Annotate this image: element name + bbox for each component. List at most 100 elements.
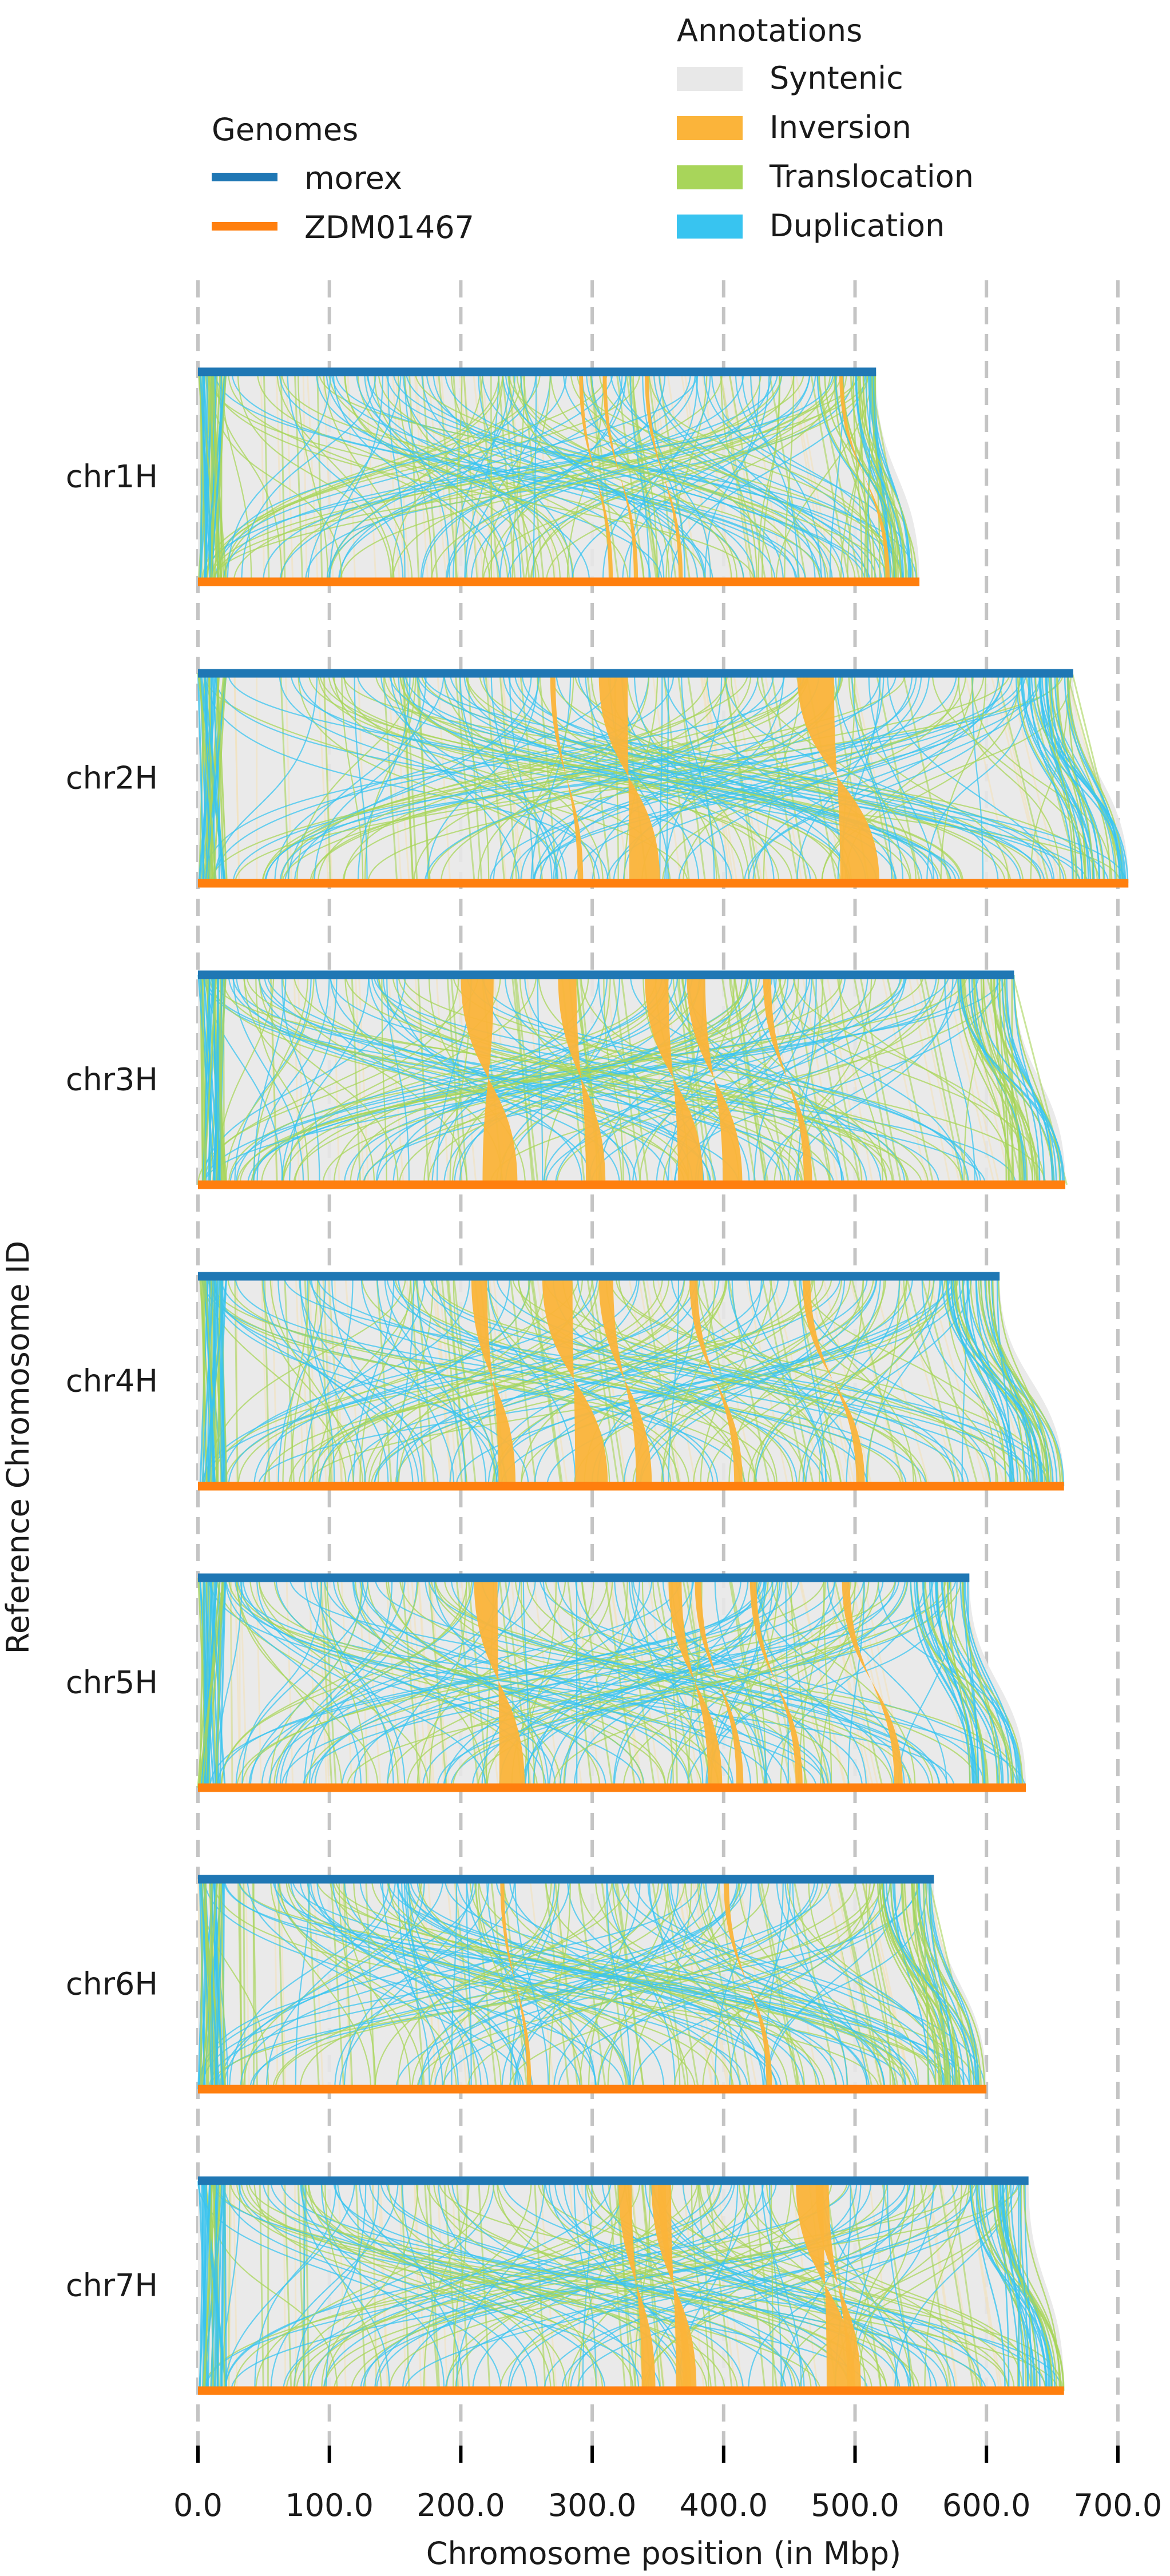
x-tick-label-5: 500.0 bbox=[811, 2487, 899, 2523]
rearrangement-curve-chr4H bbox=[347, 1276, 790, 1487]
rearrangement-curve-chr5H bbox=[525, 1577, 742, 1788]
rearrangement-curve-chr3H bbox=[203, 974, 950, 1185]
x-tick-label-1: 100.0 bbox=[285, 2487, 374, 2523]
rearrangement-curve-chr3H bbox=[459, 974, 687, 1185]
syntenic-link-chr4H bbox=[234, 1276, 239, 1487]
translocation-legend-swatch bbox=[677, 165, 743, 189]
syntenic-link-chr2H bbox=[990, 673, 1045, 884]
rearrangement-curve-chr2H bbox=[342, 673, 985, 884]
rearrangement-curve-chr1H bbox=[505, 371, 682, 582]
rearrangement-curve-chr6H bbox=[359, 1879, 631, 2090]
edge-link-chr4H bbox=[217, 1276, 221, 1487]
edge-link-chr3H bbox=[213, 974, 220, 1185]
rearrangement-curve-chr2H bbox=[399, 673, 604, 884]
annotations-legend: Annotations Syntenic Inversion Transloca… bbox=[677, 13, 974, 244]
rearrangement-curve-chr6H bbox=[545, 1879, 950, 2090]
syntenic-link-chr6H bbox=[861, 1879, 907, 2090]
rearrangement-curve-chr5H bbox=[305, 1577, 897, 1788]
syntenic-link-chr7H bbox=[400, 2180, 410, 2391]
rearrangement-curve-chr1H bbox=[653, 371, 844, 582]
rearrangement-curve-chr4H bbox=[269, 1276, 354, 1487]
rearrangement-curve-chr1H bbox=[276, 371, 395, 582]
edge-link-chr1H bbox=[209, 371, 221, 582]
edge-link-chr5H bbox=[210, 1577, 226, 1788]
rearrangement-curve-chr3H bbox=[251, 974, 958, 1185]
rearrangement-curve-chr1H bbox=[426, 371, 705, 582]
rearrangement-curve-chr1H bbox=[263, 371, 744, 582]
rearrangement-curve-chr2H bbox=[821, 673, 974, 884]
rearrangement-curve-chr6H bbox=[632, 1879, 692, 2090]
rearrangement-curve-chr7H bbox=[554, 2180, 983, 2391]
rearrangement-curve-chr5H bbox=[481, 1577, 863, 1788]
edge-link-chr1H bbox=[213, 371, 227, 582]
end-link-chr4H bbox=[950, 1276, 1019, 1487]
syntenic-link-chr6H bbox=[600, 1879, 629, 2090]
rearrangement-curve-chr2H bbox=[319, 673, 818, 884]
rearrangement-curve-chr3H bbox=[580, 974, 806, 1185]
rearrangement-curve-chr1H bbox=[533, 371, 537, 582]
rearrangement-curve-chr7H bbox=[438, 2180, 640, 2391]
rearrangement-curve-chr1H bbox=[223, 371, 834, 582]
rearrangement-curve-chr6H bbox=[597, 1879, 891, 2090]
edge-link-chr7H bbox=[203, 2180, 213, 2391]
rearrangement-curve-chr6H bbox=[272, 1879, 629, 2090]
rearrangement-curve-chr6H bbox=[265, 1879, 396, 2090]
chromosome-label-chr3H: chr3H bbox=[66, 1062, 158, 1098]
end-link-chr5H bbox=[924, 1577, 1013, 1788]
end-link-chr1H bbox=[867, 371, 911, 582]
rearrangement-curve-chr5H bbox=[310, 1577, 774, 1788]
rearrangement-curve-chr7H bbox=[245, 2180, 552, 2391]
rearrangement-curve-chr5H bbox=[237, 1577, 930, 1788]
rearrangement-curve-chr4H bbox=[546, 1276, 951, 1487]
inversion-chr6H-1 bbox=[723, 1879, 772, 2089]
rearrangement-curve-chr3H bbox=[259, 974, 399, 1185]
rearrangement-curve-chr1H bbox=[329, 371, 384, 582]
inversion-chr3H-3 bbox=[687, 975, 743, 1185]
inversion-chr7H-2 bbox=[657, 2181, 691, 2391]
syntenic-link-chr7H bbox=[398, 2180, 407, 2391]
rearrangement-curve-chr6H bbox=[387, 1879, 912, 2090]
rearrangement-curve-chr5H bbox=[354, 1577, 486, 1788]
end-link-chr2H bbox=[1030, 673, 1129, 884]
syntenic-link-chr3H bbox=[886, 974, 935, 1185]
syntenic-link-chr5H bbox=[411, 1577, 428, 1788]
end-link-chr2H bbox=[1015, 673, 1084, 884]
edge-link-chr1H bbox=[199, 371, 212, 582]
syntenic-link-chr3H bbox=[792, 974, 832, 1185]
rearrangement-curve-chr1H bbox=[482, 371, 551, 582]
rearrangement-curve-chr5H bbox=[406, 1577, 947, 1788]
rearrangement-curve-chr6H bbox=[808, 1879, 919, 2090]
rearrangement-curve-chr4H bbox=[496, 1276, 969, 1487]
rearrangement-curve-chr2H bbox=[511, 673, 574, 884]
inversion-chr7H-4 bbox=[815, 2181, 861, 2391]
rearrangement-curve-chr7H bbox=[743, 2180, 978, 2391]
syntenic-legend-label: Syntenic bbox=[770, 60, 903, 96]
x-tick-label-3: 300.0 bbox=[548, 2487, 637, 2523]
rearrangement-curve-chr7H bbox=[337, 2180, 606, 2391]
rearrangement-curve-chr4H bbox=[319, 1276, 685, 1487]
rearrangement-curve-chr5H bbox=[827, 1577, 947, 1788]
translocation-legend-label: Translocation bbox=[769, 158, 974, 195]
edge-link-chr6H bbox=[220, 1879, 226, 2090]
rearrangement-curve-chr4H bbox=[208, 1276, 680, 1487]
rearrangement-curve-chr3H bbox=[543, 974, 777, 1185]
rearrangement-curve-chr1H bbox=[241, 371, 376, 582]
end-link-chr5H bbox=[962, 1577, 1001, 1788]
syntenic-link-chr6H bbox=[780, 1879, 820, 2090]
rearrangement-curve-chr4H bbox=[640, 1276, 878, 1487]
rearrangement-curve-chr2H bbox=[971, 673, 984, 884]
panel-chr3H: chr3H bbox=[66, 970, 1068, 1189]
rearrangement-curve-chr6H bbox=[344, 1879, 411, 2090]
syntenic-link-chr3H bbox=[351, 974, 362, 1185]
syntenic-link-chr4H bbox=[531, 1276, 564, 1487]
syntenic-link-chr2H bbox=[994, 673, 1046, 884]
morex-legend-swatch bbox=[212, 173, 277, 181]
inversion-chr6H-0 bbox=[500, 1879, 532, 2089]
rearrangement-curve-chr3H bbox=[753, 974, 812, 1185]
rearrangement-curve-chr3H bbox=[253, 974, 287, 1185]
rearrangement-curve-chr6H bbox=[673, 1879, 871, 2090]
rearrangement-curve-chr4H bbox=[307, 1276, 335, 1487]
syntenic-link-chr1H bbox=[316, 371, 323, 582]
syntenic-link-chr7H bbox=[951, 2180, 982, 2391]
syntenic-link-chr4H bbox=[871, 1276, 930, 1487]
